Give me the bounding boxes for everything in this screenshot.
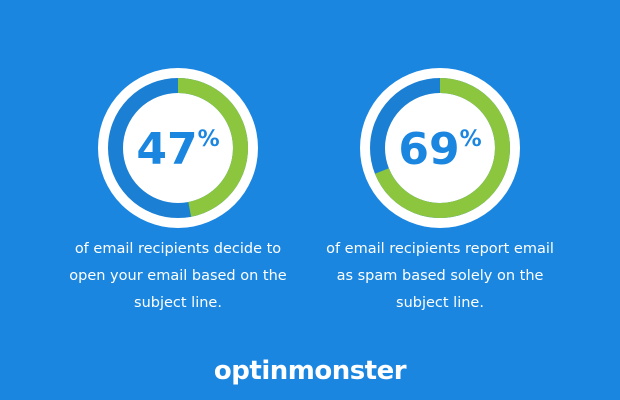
caption: of email recipients report email as spam… — [326, 241, 554, 311]
donut-arc — [177, 78, 248, 217]
brand-logo: optinmonster — [213, 356, 407, 386]
value-label: 47% — [136, 124, 219, 175]
caption: of email recipients decide to open your … — [69, 241, 287, 311]
donut-arc — [374, 78, 510, 218]
value-label: 69% — [398, 124, 481, 175]
